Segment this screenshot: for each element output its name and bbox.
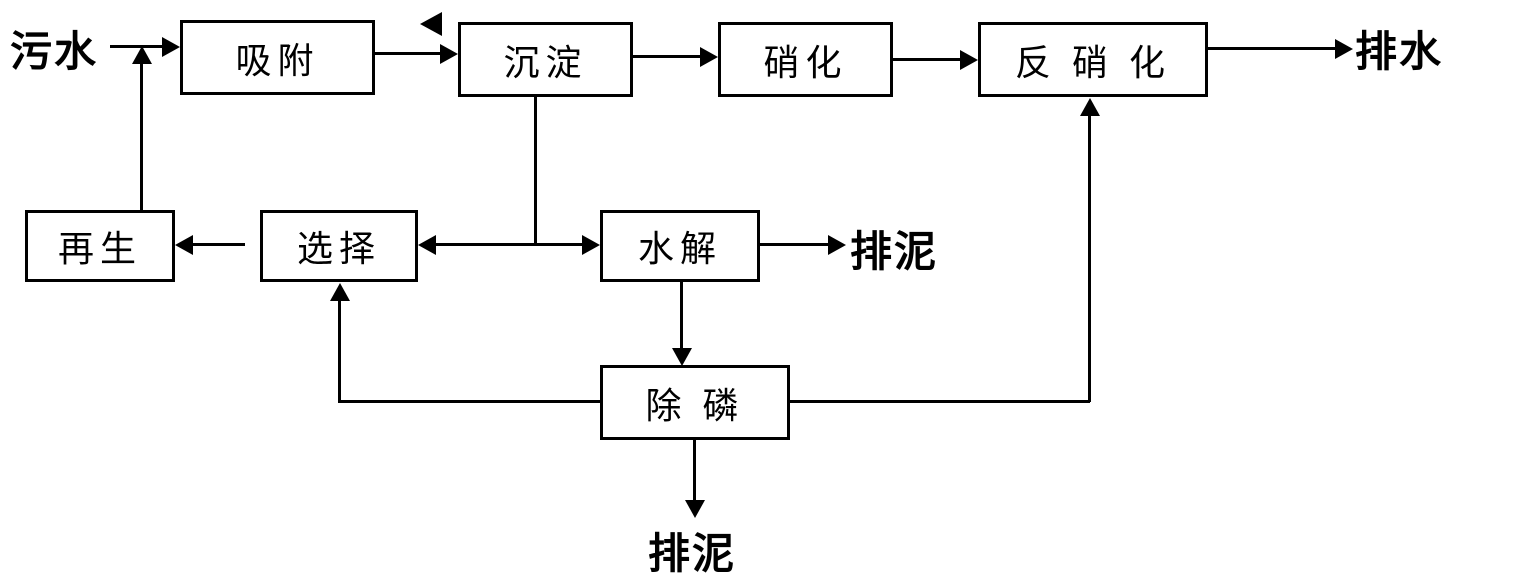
edge-nitrification-denitrification [893, 58, 963, 61]
arrowhead-sedimentation-nitrification [700, 47, 718, 67]
box-denitrification: 反 硝 化 [978, 22, 1208, 97]
edge-dephos-sludge2 [693, 440, 696, 502]
arrowhead-hydrolysis-dephos [672, 348, 692, 366]
edge-dephos-denitrification-v [1088, 115, 1091, 402]
edge-hydrolysis-dephos [680, 282, 683, 350]
edge-adsorption-sedimentation [375, 52, 443, 55]
edge-denitrification-output [1208, 47, 1338, 50]
input-label: 污水 [10, 18, 98, 79]
sludge2-label: 排泥 [648, 520, 736, 581]
box-hydrolysis: 水解 [600, 210, 760, 282]
output-label: 排水 [1355, 18, 1443, 79]
edge-sedimentation-down [534, 97, 537, 245]
arrowhead-hydrolysis-sludge1 [828, 235, 846, 255]
box-regeneration: 再生 [25, 210, 175, 282]
arrowhead-selection-regeneration [175, 235, 193, 255]
edge-regeneration-up [140, 63, 143, 210]
arrowhead-regeneration-up [132, 46, 152, 64]
arrowhead-dephos-selection [330, 283, 350, 301]
arrowhead-adsorption-sedimentation [440, 44, 458, 64]
edge-dephos-selection-h [338, 400, 600, 403]
edge-dephos-selection-v [338, 300, 341, 402]
edge-dephos-denitrification-h [790, 400, 1090, 403]
box-selection: 选择 [260, 210, 418, 282]
arrowhead-dephos-denitrification [1080, 98, 1100, 116]
arrowhead-sedimentation-selection [418, 235, 436, 255]
edge-selection-regeneration [193, 243, 245, 246]
box-adsorption: 吸附 [180, 20, 375, 95]
box-nitrification: 硝化 [718, 22, 893, 97]
edge-sedimentation-hydrolysis [534, 243, 584, 246]
edge-sedimentation-selection [436, 243, 536, 246]
arrowhead-dephos-sludge2 [685, 500, 705, 518]
arrowhead-nitrification-denitrification [960, 50, 978, 70]
arrowhead-sedimentation-hydrolysis [582, 235, 600, 255]
arrowhead-denitrification-output [1335, 39, 1353, 59]
arrowhead-input-adsorption [162, 37, 180, 57]
marker-triangle-icon [420, 12, 442, 36]
box-dephosphorization: 除 磷 [600, 365, 790, 440]
edge-hydrolysis-sludge1 [760, 243, 830, 246]
sludge1-label: 排泥 [850, 218, 938, 279]
edge-sedimentation-nitrification [633, 55, 703, 58]
box-sedimentation: 沉淀 [458, 22, 633, 97]
